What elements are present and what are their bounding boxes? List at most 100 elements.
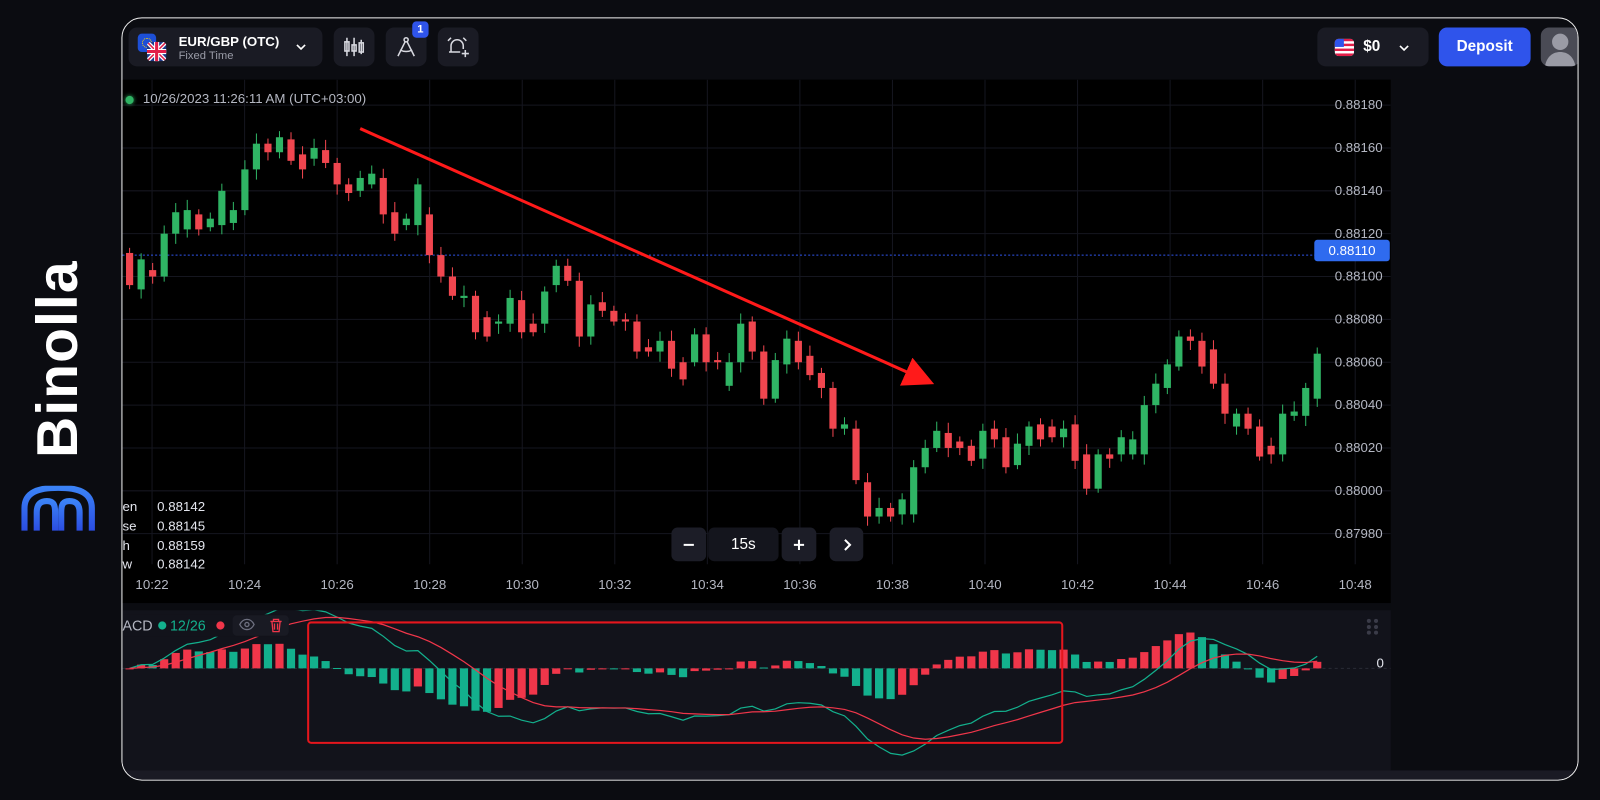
- candle-body: [783, 338, 791, 365]
- price-chart[interactable]: 10/26/2023 11:26:11 AM (UTC+03:00) 0.881…: [122, 79, 1391, 604]
- candle-body: [1186, 336, 1194, 341]
- candle: [621, 313, 629, 331]
- current-price-label: 0.88110: [1314, 239, 1390, 262]
- candle: [1106, 448, 1114, 468]
- drag-handle-icon[interactable]: [1366, 618, 1379, 635]
- candle-body: [1071, 424, 1079, 461]
- macd-histogram-bar: [298, 654, 307, 669]
- candle: [760, 345, 768, 405]
- macd-histogram-bar: [1117, 659, 1126, 669]
- chart-timestamp: 10/26/2023 11:26:11 AM (UTC+03:00): [143, 91, 366, 106]
- avatar[interactable]: [1540, 27, 1578, 67]
- timeframe-display[interactable]: 15s: [708, 527, 779, 562]
- macd-histogram-bar: [736, 661, 745, 669]
- candle-body: [979, 430, 987, 459]
- macd-histogram-bar: [655, 668, 665, 673]
- candle: [644, 339, 653, 357]
- candle: [714, 351, 722, 370]
- macd-histogram-bar: [1186, 632, 1195, 669]
- candle-body: [771, 360, 779, 399]
- candle: [356, 170, 364, 197]
- price-alert-button[interactable]: [437, 27, 479, 67]
- candle-body: [656, 340, 664, 352]
- candle: [275, 131, 284, 159]
- macd-histogram-bar: [644, 668, 653, 674]
- macd-histogram-bar: [1255, 668, 1264, 678]
- legend-value: 0.88142: [157, 556, 206, 572]
- macd-histogram-bar: [563, 668, 572, 670]
- chart-canvas: [122, 79, 1391, 565]
- candle-body: [1152, 383, 1160, 406]
- candle-body: [1059, 428, 1068, 438]
- candle: [471, 290, 480, 340]
- candle-body: [1232, 413, 1241, 427]
- candle-body: [1048, 426, 1056, 438]
- time-tick-label: 10:40: [968, 576, 1002, 592]
- candles-icon: [344, 37, 365, 57]
- chart-type-button[interactable]: [333, 27, 375, 67]
- balance-selector[interactable]: $0: [1317, 27, 1429, 67]
- macd-histogram-bar: [782, 660, 791, 669]
- candle-body: [1198, 340, 1206, 367]
- candle: [1059, 420, 1068, 448]
- candle: [944, 422, 952, 458]
- price-tick-label: 0.88180: [1334, 96, 1383, 113]
- candle-body: [863, 482, 872, 517]
- macd-histogram-bar: [436, 668, 445, 700]
- signal-line: [129, 616, 1318, 740]
- minus-icon: [683, 543, 694, 546]
- candle-body: [552, 265, 560, 286]
- scroll-forward-button[interactable]: [829, 527, 864, 562]
- trash-icon[interactable]: [269, 618, 282, 633]
- macd-histogram-bar: [817, 666, 826, 669]
- candle-body: [702, 334, 710, 363]
- candle-body: [483, 317, 491, 337]
- macd-histogram-bar: [1140, 652, 1149, 669]
- candle-body: [1106, 454, 1114, 459]
- candle-body: [1002, 437, 1010, 468]
- candle: [183, 199, 191, 238]
- candle-body: [333, 162, 341, 185]
- macd-histogram-bar: [909, 668, 918, 686]
- macd-histogram-bar: [1094, 661, 1103, 669]
- candle: [910, 460, 918, 523]
- candle-body: [817, 372, 825, 388]
- macd-histogram-bar: [137, 664, 146, 669]
- deposit-button[interactable]: Deposit: [1438, 27, 1531, 67]
- candle-body: [990, 428, 998, 440]
- candle-body: [1256, 426, 1264, 457]
- candle-body: [1175, 336, 1183, 367]
- candle-body: [460, 295, 468, 298]
- macd-histogram-bar: [160, 659, 169, 669]
- macd-histogram-bar: [263, 644, 273, 669]
- macd-histogram-bar: [1105, 661, 1114, 669]
- candle: [345, 178, 353, 202]
- candle-body: [610, 310, 618, 322]
- time-tick-label: 10:38: [875, 576, 910, 592]
- candle: [875, 497, 883, 524]
- macd-histogram-bar: [586, 668, 595, 670]
- candle: [1221, 373, 1229, 424]
- candle: [518, 290, 526, 339]
- macd-pane[interactable]: ACD 12/26 0: [122, 610, 1391, 771]
- zoom-in-button[interactable]: [781, 527, 817, 562]
- candle-body: [206, 218, 214, 228]
- price-tick-label: 0.88020: [1334, 439, 1383, 456]
- eye-icon[interactable]: [238, 618, 255, 631]
- candle-body: [391, 212, 399, 234]
- price-tick-label: 0.88000: [1334, 482, 1383, 498]
- drawing-tools-button[interactable]: 1: [385, 21, 429, 67]
- candle: [1186, 329, 1194, 350]
- macd-histogram-bar: [194, 651, 203, 669]
- time-tick-label: 10:24: [227, 576, 262, 592]
- candle-body: [1244, 413, 1252, 429]
- macd-histogram-bar: [1301, 668, 1310, 671]
- asset-selector[interactable]: EUR/GBP (OTC) Fixed Time: [128, 27, 323, 67]
- candle-body: [494, 321, 503, 324]
- chevron-right-icon: [843, 538, 851, 551]
- macd-histogram-bar: [1278, 668, 1287, 679]
- candle-body: [1209, 349, 1218, 384]
- zoom-out-button[interactable]: [671, 527, 707, 562]
- price-tick-label: 0.88140: [1334, 182, 1383, 198]
- candle: [898, 493, 906, 525]
